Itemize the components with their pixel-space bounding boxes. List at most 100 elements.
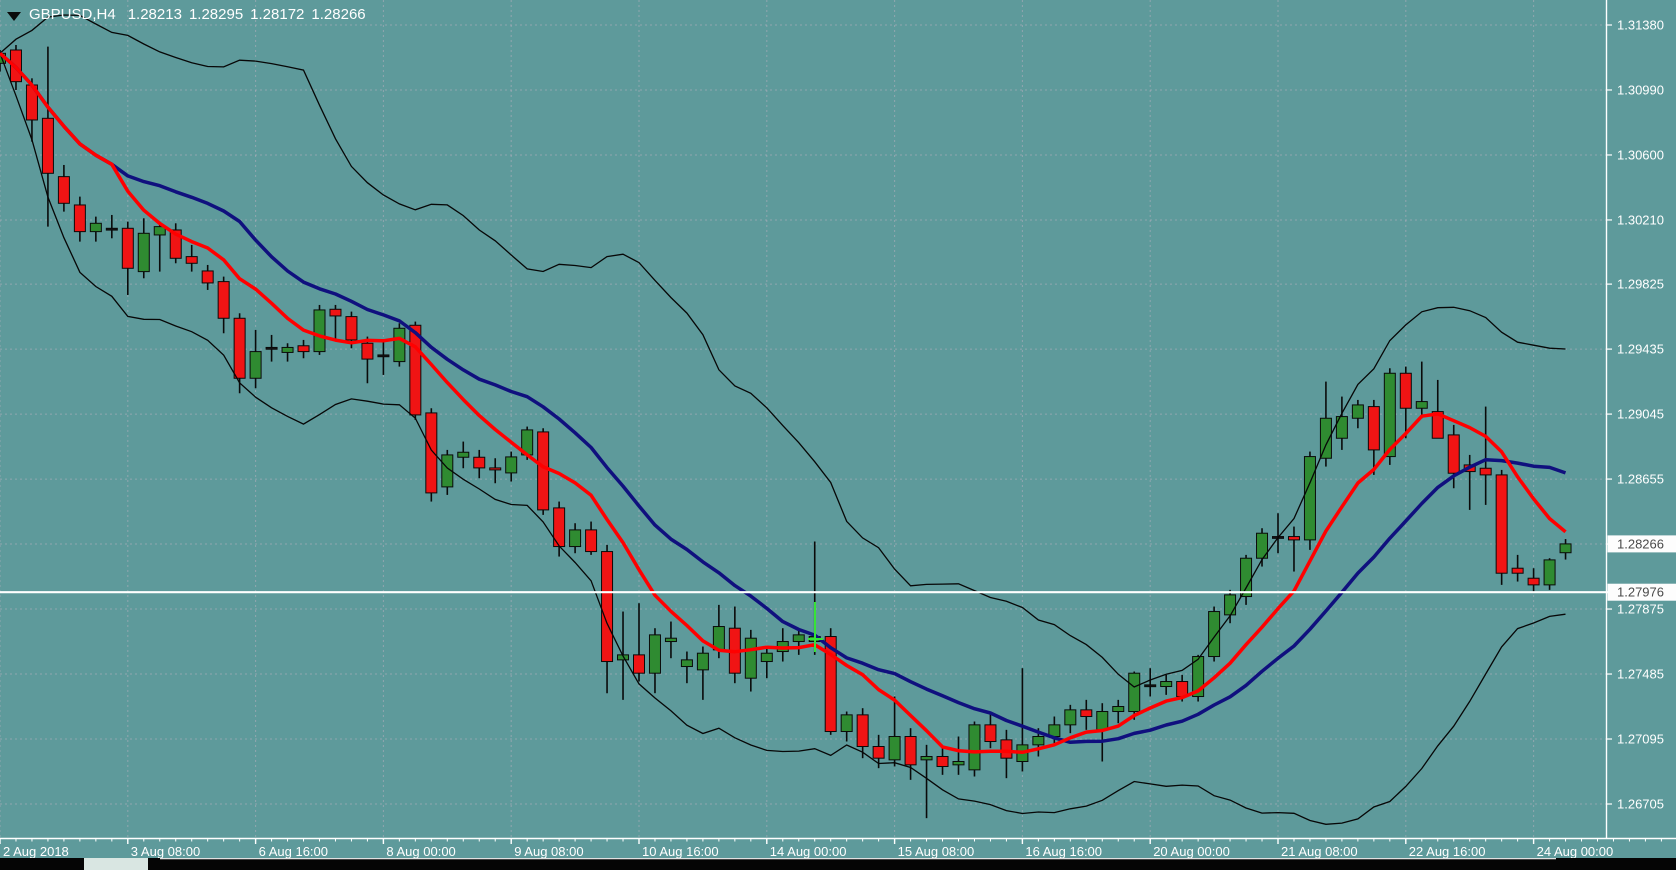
price-tag: 1.28266: [1607, 535, 1676, 553]
time-axis-label: 14 Aug 00:00: [770, 844, 847, 859]
candle: [1399, 366, 1412, 439]
price-tag-value: 1.28266: [1617, 536, 1664, 551]
candle: [1495, 469, 1508, 585]
candle: [1144, 668, 1157, 697]
time-axis-label: 24 Aug 00:00: [1537, 844, 1614, 859]
candle: [153, 221, 166, 272]
candle-body: [1367, 406, 1380, 451]
candle-body: [1064, 709, 1077, 726]
candle-body: [872, 746, 885, 759]
candle-body: [904, 736, 917, 766]
candle-body: [1415, 401, 1428, 409]
bottom-window-edge: [0, 858, 1676, 870]
candle-body: [569, 529, 582, 548]
candle-body: [1096, 711, 1109, 731]
candle-body: [153, 226, 166, 236]
candle: [1112, 699, 1125, 724]
candle: [1128, 671, 1141, 720]
time-axis-label: 10 Aug 16:00: [642, 844, 719, 859]
candle: [201, 264, 214, 290]
candle: [73, 196, 86, 242]
ohlc-high: 1.28295: [188, 6, 244, 23]
time-axis-label: 15 Aug 08:00: [898, 844, 975, 859]
candle: [473, 449, 486, 479]
candle-body: [505, 456, 518, 474]
chart-symbol-timeframe: GBPUSD,H4: [29, 6, 116, 23]
candle-body: [1303, 456, 1316, 541]
candle-body: [409, 324, 422, 416]
candle: [968, 721, 981, 777]
candle: [1080, 699, 1093, 730]
candle-body: [1192, 656, 1205, 698]
candle: [569, 523, 582, 554]
candle: [872, 734, 885, 769]
candle-body: [824, 636, 837, 733]
candle-body: [457, 451, 470, 458]
candle: [361, 336, 374, 384]
candle: [744, 629, 757, 692]
candle-body: [1287, 536, 1300, 541]
cross-marker[interactable]: [808, 602, 823, 652]
candle-body: [425, 412, 438, 494]
ohlc-close: 1.28266: [311, 6, 366, 23]
bollinger-upper-line: [0, 14, 1566, 688]
candle: [393, 323, 406, 367]
candle: [888, 696, 901, 767]
candle-body: [1160, 681, 1173, 688]
candle-body: [105, 227, 118, 231]
candle-body: [585, 529, 598, 553]
candle: [425, 408, 438, 502]
candle-body: [1335, 416, 1348, 439]
candle: [936, 748, 949, 775]
candle-body: [345, 316, 358, 341]
candle-body: [169, 229, 182, 259]
price-tag-box: [1607, 583, 1676, 601]
candle-body: [792, 634, 805, 643]
candle: [1559, 539, 1572, 560]
candle-body: [696, 652, 709, 671]
symbol-dropdown-arrow-icon[interactable]: [7, 11, 21, 21]
candle: [441, 449, 454, 495]
candle: [585, 521, 598, 555]
slow-ma-line: [0, 51, 1567, 745]
candle: [377, 341, 390, 375]
candle: [169, 223, 182, 264]
candle-body: [217, 281, 230, 319]
candle-body: [1479, 467, 1492, 476]
candle: [1543, 558, 1556, 590]
candle: [313, 304, 326, 355]
candle: [696, 646, 709, 700]
candle-body: [1224, 594, 1237, 616]
candle: [1208, 606, 1221, 662]
candle: [856, 708, 869, 759]
candle-body: [489, 467, 502, 471]
candle-body: [888, 736, 901, 761]
price-tag: 1.27976: [1607, 583, 1676, 601]
candle: [1335, 396, 1348, 450]
time-axis[interactable]: 2 Aug 2018 3 Aug 08:00 6 Aug 16:00 8 Aug 00…: [0, 837, 1676, 859]
candle-body: [537, 431, 550, 511]
candle: [840, 711, 853, 742]
price-axis[interactable]: 1.31380 1.30990 1.30600 1.30210 1.29825 1.294…: [1605, 0, 1676, 838]
candle: [1511, 554, 1524, 582]
price-axis-label: 1.30210: [1617, 212, 1664, 227]
time-axis-label: 16 Aug 16:00: [1025, 844, 1102, 859]
candle: [265, 334, 278, 362]
candle-body: [760, 652, 773, 663]
candle-body: [1319, 417, 1332, 459]
bollinger-lower-line: [0, 53, 1566, 825]
candle-body: [744, 637, 757, 679]
candle-body: [89, 222, 102, 233]
candle: [1000, 729, 1013, 779]
candle: [121, 221, 134, 295]
candle: [233, 313, 246, 394]
candle: [984, 711, 997, 749]
candle: [1319, 381, 1332, 467]
candle-body: [680, 659, 693, 668]
candle-body: [1527, 577, 1540, 586]
candle-body: [137, 232, 150, 273]
candle: [1160, 674, 1173, 695]
candle-body: [441, 454, 454, 488]
